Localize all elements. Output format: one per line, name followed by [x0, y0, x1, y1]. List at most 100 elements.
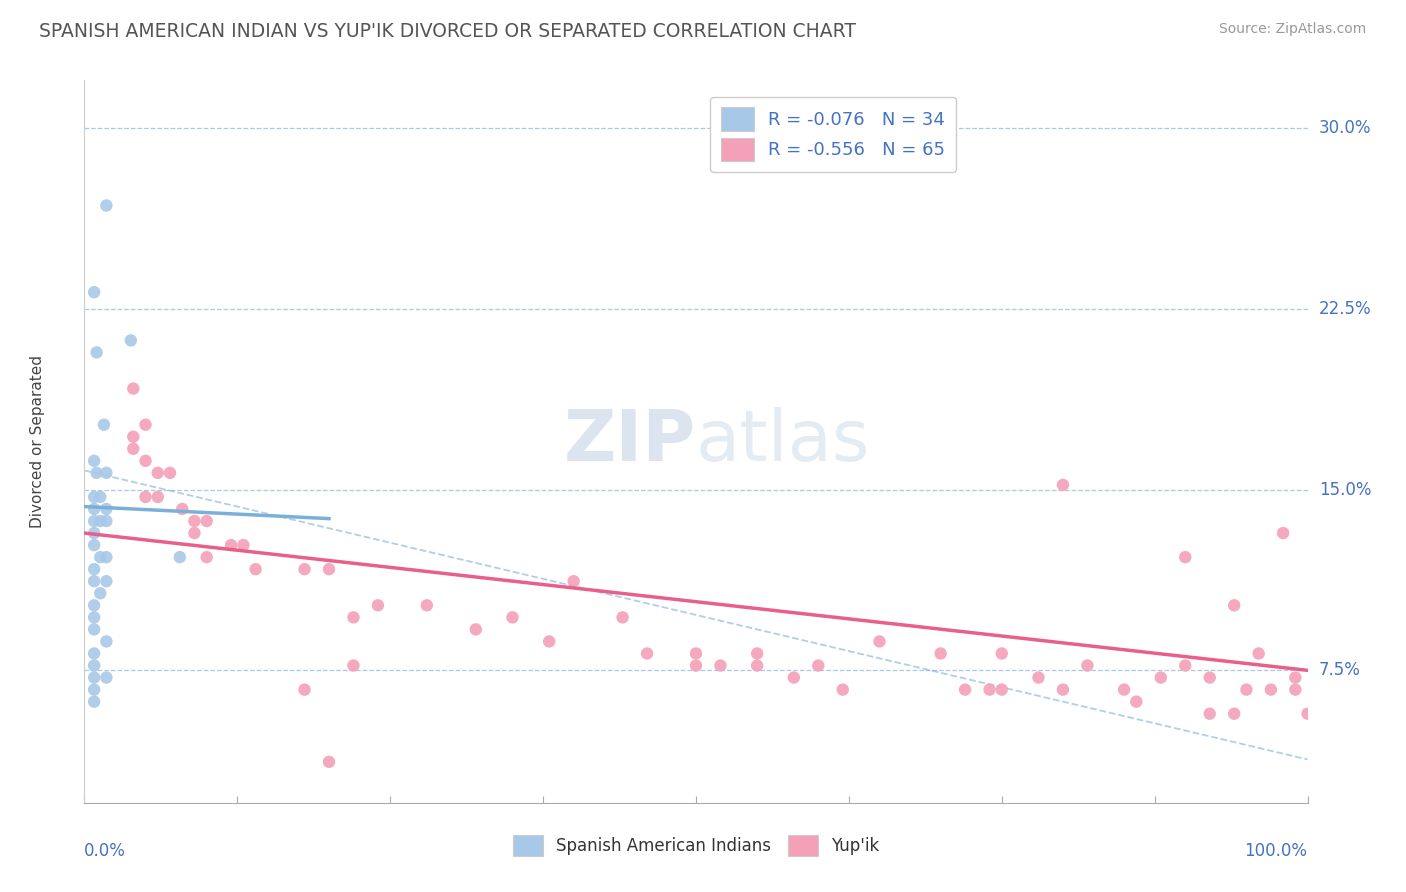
Point [86, 345, 108, 359]
Point [1247, 647, 1270, 661]
Legend: Spanish American Indians, Yup'ik: Spanish American Indians, Yup'ik [506, 829, 886, 863]
Point [979, 682, 1001, 697]
Point [1223, 706, 1246, 721]
Point [89, 490, 111, 504]
Point [294, 682, 316, 697]
Point [96, 502, 118, 516]
Point [83, 490, 105, 504]
Point [685, 647, 707, 661]
Point [636, 647, 658, 661]
Point [135, 417, 157, 432]
Point [953, 682, 976, 697]
Point [991, 682, 1014, 697]
Point [318, 562, 340, 576]
Point [83, 514, 105, 528]
Point [96, 550, 118, 565]
Point [1198, 671, 1220, 685]
Point [1296, 706, 1319, 721]
Point [122, 442, 145, 456]
Point [1223, 599, 1246, 613]
Point [1076, 658, 1098, 673]
Point [96, 514, 118, 528]
Point [1174, 550, 1197, 565]
Point [342, 610, 364, 624]
Text: 15.0%: 15.0% [1319, 481, 1371, 499]
Point [83, 682, 105, 697]
Point [294, 562, 316, 576]
Text: 7.5%: 7.5% [1319, 661, 1361, 680]
Point [195, 550, 218, 565]
Point [685, 658, 707, 673]
Point [83, 671, 105, 685]
Point [232, 538, 254, 552]
Point [83, 285, 105, 300]
Point [367, 599, 389, 613]
Point [83, 538, 105, 552]
Point [1236, 682, 1258, 697]
Point [89, 514, 111, 528]
Point [135, 454, 157, 468]
Point [83, 574, 105, 589]
Point [1125, 695, 1147, 709]
Point [122, 382, 145, 396]
Text: ZIP: ZIP [564, 407, 696, 476]
Text: 30.0%: 30.0% [1319, 120, 1371, 137]
Point [342, 658, 364, 673]
Point [562, 574, 585, 589]
Point [1260, 682, 1282, 697]
Point [1114, 682, 1136, 697]
Point [1272, 526, 1295, 541]
Point [172, 502, 194, 516]
Point [1174, 658, 1197, 673]
Point [612, 610, 634, 624]
Point [1150, 671, 1173, 685]
Point [83, 599, 105, 613]
Point [747, 658, 769, 673]
Point [245, 562, 267, 576]
Point [1052, 478, 1074, 492]
Text: Divorced or Separated: Divorced or Separated [31, 355, 45, 528]
Point [96, 574, 118, 589]
Point [83, 658, 105, 673]
Point [747, 647, 769, 661]
Text: SPANISH AMERICAN INDIAN VS YUP'IK DIVORCED OR SEPARATED CORRELATION CHART: SPANISH AMERICAN INDIAN VS YUP'IK DIVORC… [39, 22, 856, 41]
Point [96, 198, 118, 212]
Point [1198, 706, 1220, 721]
Point [86, 466, 108, 480]
Point [929, 647, 952, 661]
Point [93, 417, 115, 432]
Point [502, 610, 524, 624]
Point [83, 562, 105, 576]
Point [416, 599, 439, 613]
Point [195, 514, 218, 528]
Point [159, 466, 181, 480]
Point [1052, 682, 1074, 697]
Point [146, 490, 169, 504]
Point [1028, 671, 1050, 685]
Point [183, 526, 205, 541]
Point [807, 658, 830, 673]
Point [83, 623, 105, 637]
Point [146, 466, 169, 480]
Point [96, 671, 118, 685]
Point [135, 490, 157, 504]
Point [83, 526, 105, 541]
Point [831, 682, 853, 697]
Point [219, 538, 242, 552]
Text: 22.5%: 22.5% [1319, 300, 1371, 318]
Point [869, 634, 891, 648]
Point [89, 586, 111, 600]
Point [83, 647, 105, 661]
Point [318, 755, 340, 769]
Point [169, 550, 191, 565]
Point [120, 334, 142, 348]
Point [991, 647, 1014, 661]
Text: 100.0%: 100.0% [1244, 842, 1308, 860]
Point [709, 658, 731, 673]
Text: atlas: atlas [696, 407, 870, 476]
Point [83, 454, 105, 468]
Point [464, 623, 486, 637]
Point [83, 502, 105, 516]
Point [1284, 671, 1306, 685]
Point [783, 671, 806, 685]
